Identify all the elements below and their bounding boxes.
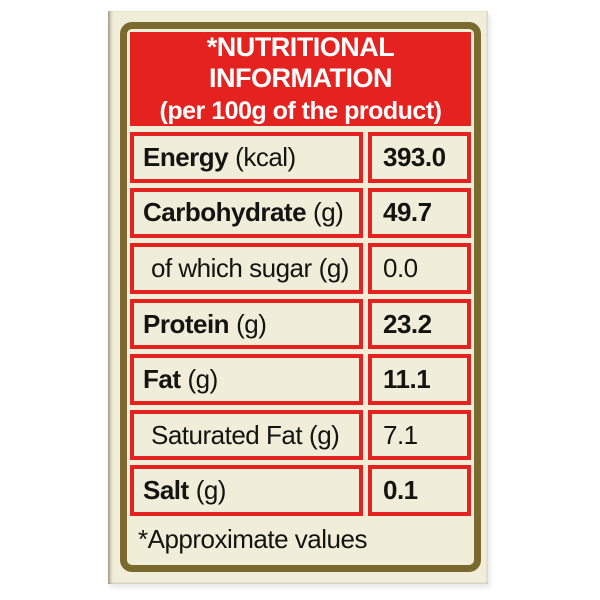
- nutrient-row: Salt (g) 0.1: [130, 465, 471, 517]
- label-header: *NUTRITIONAL INFORMATION (per 100g of th…: [130, 32, 471, 126]
- nutrient-label-cell: Protein (g): [130, 298, 363, 350]
- nutrient-value: 393.0: [383, 141, 446, 172]
- nutrient-name: Fat: [143, 364, 181, 395]
- nutrient-unit: (kcal): [235, 141, 296, 172]
- nutrient-unit: (g): [318, 252, 350, 283]
- nutrient-value: 0.0: [383, 252, 418, 283]
- nutrient-value: 49.7: [383, 197, 432, 228]
- nutrient-unit: (g): [195, 475, 227, 506]
- nutrient-value: 23.2: [383, 308, 432, 339]
- nutrient-name: Salt: [143, 475, 189, 506]
- nutrient-name: of which sugar: [151, 252, 312, 283]
- nutrient-label-cell: Fat (g): [130, 354, 363, 405]
- nutrient-value-cell: 7.1: [368, 409, 471, 461]
- nutrient-value-cell: 49.7: [368, 187, 471, 239]
- nutrient-label-cell: Carbohydrate (g): [130, 187, 363, 239]
- nutrient-name: Energy: [143, 141, 229, 172]
- nutrient-unit: (g): [309, 419, 340, 450]
- nutrient-name: Protein: [143, 308, 230, 339]
- nutrient-value-cell: 23.2: [368, 298, 471, 350]
- nutrient-value: 0.1: [383, 475, 418, 506]
- nutrient-label-cell: of which sugar (g): [130, 243, 363, 294]
- nutrient-label-cell: Energy (kcal): [130, 132, 363, 183]
- nutrient-row: Saturated Fat (g) 7.1: [130, 409, 471, 461]
- nutrient-unit: (g): [236, 308, 267, 339]
- nutrient-unit: (g): [187, 364, 219, 395]
- nutrient-value-cell: 0.0: [368, 243, 471, 294]
- nutrient-row: Energy (kcal) 393.0: [130, 132, 471, 183]
- nutrient-value: 7.1: [383, 419, 418, 450]
- label-frame: *NUTRITIONAL INFORMATION (per 100g of th…: [120, 22, 481, 572]
- nutrient-value-cell: 11.1: [368, 354, 471, 405]
- nutrient-name: Saturated Fat: [151, 419, 303, 450]
- nutrition-label-sticker: *NUTRITIONAL INFORMATION (per 100g of th…: [108, 11, 488, 584]
- nutrient-row: Carbohydrate (g) 49.7: [130, 187, 471, 239]
- nutrient-value-cell: 0.1: [368, 465, 471, 517]
- label-subtitle: (per 100g of the product): [159, 97, 442, 125]
- label-footnote: *Approximate values: [138, 523, 367, 554]
- nutrient-row: of which sugar (g) 0.0: [130, 243, 471, 294]
- nutrient-rows: Energy (kcal) 393.0 Carbohydrate (g) 49.7 of w…: [130, 132, 471, 517]
- nutrient-row: Fat (g) 11.1: [130, 354, 471, 405]
- nutrient-row: Protein (g) 23.2: [130, 298, 471, 350]
- nutrient-value: 11.1: [383, 364, 431, 395]
- nutrient-label-cell: Saturated Fat (g): [130, 409, 363, 461]
- nutrient-label-cell: Salt (g): [130, 465, 363, 517]
- label-title: *NUTRITIONAL INFORMATION: [206, 32, 395, 93]
- nutrient-name: Carbohydrate: [143, 197, 307, 228]
- nutrient-unit: (g): [313, 197, 344, 228]
- nutrient-value-cell: 393.0: [368, 132, 471, 183]
